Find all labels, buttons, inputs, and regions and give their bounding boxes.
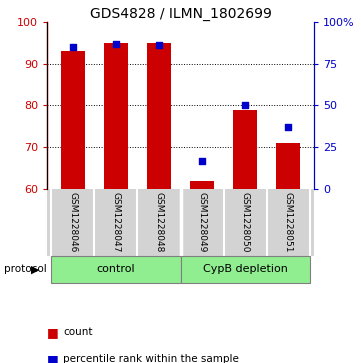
Text: GSM1228050: GSM1228050 [241,192,249,253]
Point [156,42,162,48]
Point [113,41,119,46]
Text: GSM1228049: GSM1228049 [197,192,206,253]
Text: GSM1228047: GSM1228047 [112,192,120,253]
Bar [147,43,171,189]
Text: protocol: protocol [4,265,46,274]
Bar [190,180,214,189]
Bar [51,256,180,283]
Title: GDS4828 / ILMN_1802699: GDS4828 / ILMN_1802699 [90,7,271,21]
Text: ■: ■ [47,353,59,363]
Point [285,124,291,130]
Bar [233,110,257,189]
Text: CypB depletion: CypB depletion [203,265,288,274]
Bar [61,51,84,189]
Text: count: count [63,327,93,337]
Text: GSM1228051: GSM1228051 [284,192,293,253]
Point [199,158,205,163]
Text: ■: ■ [47,326,59,339]
Bar [104,43,128,189]
Text: ▶: ▶ [31,265,39,274]
Text: control: control [96,265,135,274]
Text: GSM1228048: GSM1228048 [155,192,164,253]
Point [242,102,248,108]
Text: GSM1228046: GSM1228046 [68,192,77,253]
Point [70,44,76,50]
Bar [277,143,300,189]
Text: percentile rank within the sample: percentile rank within the sample [63,354,239,363]
Bar [180,256,310,283]
